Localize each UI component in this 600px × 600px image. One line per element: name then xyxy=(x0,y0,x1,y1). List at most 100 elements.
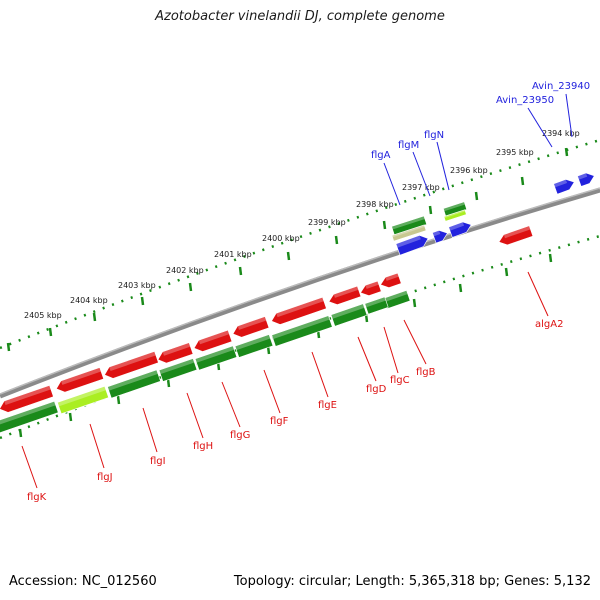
scale-ticks xyxy=(6,147,569,438)
gene-features xyxy=(0,171,596,434)
inner-major-tick xyxy=(548,253,553,263)
gene-reverse[interactable] xyxy=(54,367,105,395)
cds-block[interactable] xyxy=(158,358,198,382)
scale-label: 2394 kbp xyxy=(542,129,580,138)
leader-line xyxy=(383,162,401,206)
scale-label: 2405 kbp xyxy=(24,311,62,320)
gene-label-inner: flgI xyxy=(150,456,166,467)
outer-major-tick xyxy=(286,251,291,261)
leader-line xyxy=(357,336,377,382)
gene-label-outer: Avin_23940 xyxy=(532,81,590,92)
genome-backbone-highlight xyxy=(0,187,600,395)
gene-label-outer: flgN xyxy=(424,130,444,141)
outer-major-tick xyxy=(474,191,479,201)
inner-major-tick xyxy=(458,283,463,293)
gene-forward[interactable] xyxy=(448,220,473,238)
gene-forward[interactable] xyxy=(553,177,577,195)
scale-label: 2401 kbp xyxy=(214,250,252,259)
outer-major-tick xyxy=(382,220,387,230)
genome-summary-text: Topology: circular; Length: 5,365,318 bp… xyxy=(233,574,591,589)
outer-major-tick xyxy=(334,235,339,245)
leader-line xyxy=(403,319,427,365)
cds-block[interactable] xyxy=(0,400,59,434)
scale-label: 2395 kbp xyxy=(496,148,534,157)
leader-line xyxy=(311,351,329,398)
gene-forward[interactable] xyxy=(577,171,596,187)
scale-labels: 2394 kbp 2395 kbp 2396 kbp 2397 kbp 2398 kbp… xyxy=(24,129,580,320)
outer-major-tick xyxy=(6,342,11,352)
gene-reverse[interactable] xyxy=(156,342,194,366)
scale-label: 2400 kbp xyxy=(262,234,300,243)
leader-line xyxy=(263,369,281,414)
inner-major-tick xyxy=(504,267,509,277)
leader-line xyxy=(565,93,573,138)
scale-label: 2404 kbp xyxy=(70,296,108,305)
genome-backbone xyxy=(0,187,600,399)
gene-label-inner: flgE xyxy=(318,400,337,411)
scale-label: 2403 kbp xyxy=(118,281,156,290)
gene-reverse[interactable] xyxy=(0,384,54,414)
gene-label-inner: flgB xyxy=(416,367,436,378)
cds-block[interactable] xyxy=(107,369,161,399)
outer-ruler xyxy=(0,138,600,350)
cds-block[interactable] xyxy=(194,345,238,371)
accession-text: Accession: NC_012560 xyxy=(9,574,157,589)
leader-line xyxy=(527,107,553,148)
leader-line xyxy=(21,445,38,489)
gene-reverse[interactable] xyxy=(270,296,327,327)
leader-line xyxy=(527,271,549,317)
outer-major-tick xyxy=(238,266,243,276)
scale-label: 2397 kbp xyxy=(402,183,440,192)
leader-line xyxy=(412,151,431,197)
leader-line xyxy=(142,407,158,453)
leader-line xyxy=(221,381,241,428)
inner-major-tick xyxy=(166,378,171,388)
gene-reverse[interactable] xyxy=(192,329,233,354)
leader-line xyxy=(383,326,399,374)
label-leader-lines xyxy=(21,93,573,489)
cds-block-highlight[interactable] xyxy=(443,209,467,222)
cds-block-highlight[interactable] xyxy=(57,385,109,415)
gene-labels: Avin_23940 Avin_23950 flgN flgM flgA flgK flgJ… xyxy=(27,81,590,503)
gene-reverse[interactable] xyxy=(327,285,362,307)
gene-label-outer: Avin_23950 xyxy=(496,95,554,106)
gene-forward[interactable] xyxy=(395,233,430,256)
gene-label-inner: flgC xyxy=(390,375,410,386)
inner-major-tick xyxy=(68,412,73,422)
outer-major-tick xyxy=(520,176,525,186)
inner-major-tick xyxy=(116,395,121,405)
scale-label: 2396 kbp xyxy=(450,166,488,175)
gene-label-inner: flgK xyxy=(27,492,47,503)
gene-label-inner: flgJ xyxy=(97,472,113,483)
cds-block[interactable] xyxy=(234,334,274,358)
cds-block[interactable] xyxy=(271,315,333,347)
cds-block[interactable] xyxy=(364,296,389,315)
leader-line xyxy=(89,423,105,469)
outer-major-tick xyxy=(564,147,569,157)
gene-label-outer: flgA xyxy=(371,150,391,161)
gene-label-inner: flgG xyxy=(230,430,250,441)
cds-block-subtle[interactable] xyxy=(391,224,427,242)
scale-label: 2399 kbp xyxy=(308,218,346,227)
scale-label: 2398 kbp xyxy=(356,200,394,209)
gene-reverse[interactable] xyxy=(359,280,382,298)
scale-label: 2402 kbp xyxy=(166,266,204,275)
gene-reverse[interactable] xyxy=(379,272,402,290)
cds-block[interactable] xyxy=(330,303,368,327)
gene-label-outer: flgM xyxy=(398,140,419,151)
gene-reverse[interactable] xyxy=(103,350,159,380)
leader-line xyxy=(436,141,450,191)
inner-major-tick xyxy=(18,428,23,438)
gene-reverse[interactable] xyxy=(497,225,534,247)
gene-label-inner: flgD xyxy=(366,384,387,395)
gene-label-inner: flgF xyxy=(270,416,289,427)
gene-reverse[interactable] xyxy=(231,316,270,339)
inner-major-tick xyxy=(412,298,417,308)
gene-forward[interactable] xyxy=(431,228,449,244)
outer-major-tick xyxy=(428,205,433,215)
gene-label-inner: algA2 xyxy=(535,319,563,330)
genome-title: Azotobacter vinelandii DJ, complete geno… xyxy=(155,9,445,24)
outer-major-tick xyxy=(140,296,145,306)
